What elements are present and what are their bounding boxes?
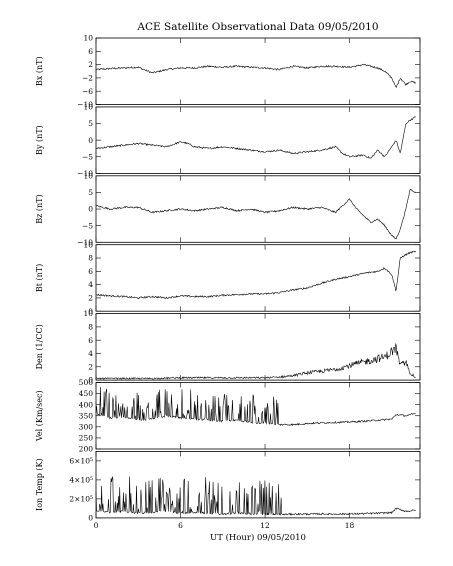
y-tick-label: −5	[82, 221, 93, 230]
y-tick-label: 450	[79, 389, 94, 398]
y-tick-label: 2	[88, 60, 93, 69]
y-tick-label: 0	[88, 307, 93, 316]
y-axis-label: Bx (nT)	[35, 56, 44, 86]
y-axis-label: Bt (nT)	[35, 264, 44, 292]
y-axis-label: Vel (Km/sec)	[35, 390, 44, 442]
y-axis-label: Ion Temp (K)	[35, 458, 44, 511]
y-tick-label: −6	[82, 87, 93, 96]
y-tick-label: 2	[88, 294, 93, 303]
y-tick-label: 2	[88, 362, 93, 371]
panel-frame	[95, 37, 421, 105]
y-tick-label: −2	[82, 74, 93, 83]
chart-title: ACE Satellite Observational Data 09/05/2…	[136, 21, 378, 33]
y-axis-label: Den (1/CC)	[35, 324, 44, 369]
y-tick-label: 8	[88, 254, 93, 263]
y-tick-label: 250	[79, 434, 94, 443]
y-tick-label: 350	[79, 411, 94, 420]
panel-frame	[95, 313, 421, 381]
y-tick-label: 5	[88, 188, 93, 197]
data-series-line	[95, 189, 416, 240]
y-tick-label: 200	[79, 445, 94, 454]
x-tick-label: 0	[94, 521, 99, 530]
y-tick-label: 300	[79, 422, 94, 431]
y-tick-label: 6	[88, 336, 93, 345]
x-tick-label: 6	[178, 521, 183, 530]
data-series-line	[95, 386, 416, 427]
y-tick-label: −10	[77, 100, 93, 109]
y-tick-label: 4×10⁵	[69, 476, 93, 485]
y-axis-label: By (nT)	[35, 125, 44, 155]
y-tick-label: −10	[77, 169, 93, 178]
y-tick-label: 0	[88, 514, 93, 523]
y-tick-label: 400	[79, 400, 94, 409]
y-tick-label: 0	[88, 205, 93, 214]
data-series-line	[95, 343, 416, 380]
y-tick-label: −5	[82, 152, 93, 161]
y-tick-label: 2×10⁵	[69, 495, 93, 504]
y-tick-label: 6×10⁵	[69, 457, 93, 466]
y-tick-label: 10	[83, 103, 93, 112]
y-tick-label: 10	[83, 309, 93, 318]
y-tick-label: 5	[88, 119, 93, 128]
panel-frame	[95, 106, 421, 174]
panel-frame	[95, 382, 421, 450]
y-tick-label: −10	[77, 238, 93, 247]
y-tick-label: 10	[83, 240, 93, 249]
x-tick-label: 18	[345, 521, 355, 530]
y-tick-label: 8	[88, 323, 93, 332]
data-series-line	[95, 476, 416, 516]
data-series-line	[95, 250, 416, 299]
y-tick-label: 6	[88, 47, 93, 56]
y-tick-label: 6	[88, 267, 93, 276]
data-series-line	[95, 63, 416, 88]
y-tick-label: 10	[83, 34, 93, 43]
y-tick-label: 500	[79, 378, 94, 387]
y-tick-label: 4	[88, 280, 93, 289]
x-axis-label: UT (Hour) 09/05/2010	[210, 532, 306, 543]
x-tick-label: 12	[260, 521, 270, 530]
panel-frame	[95, 450, 421, 519]
y-axis-label: Bz (nT)	[35, 194, 44, 223]
panel-frame	[95, 244, 421, 312]
y-tick-label: 10	[83, 171, 93, 180]
y-tick-label: 0	[88, 376, 93, 385]
y-tick-label: 4	[88, 349, 93, 358]
y-tick-label: 0	[88, 136, 93, 145]
data-series-line	[95, 116, 416, 159]
